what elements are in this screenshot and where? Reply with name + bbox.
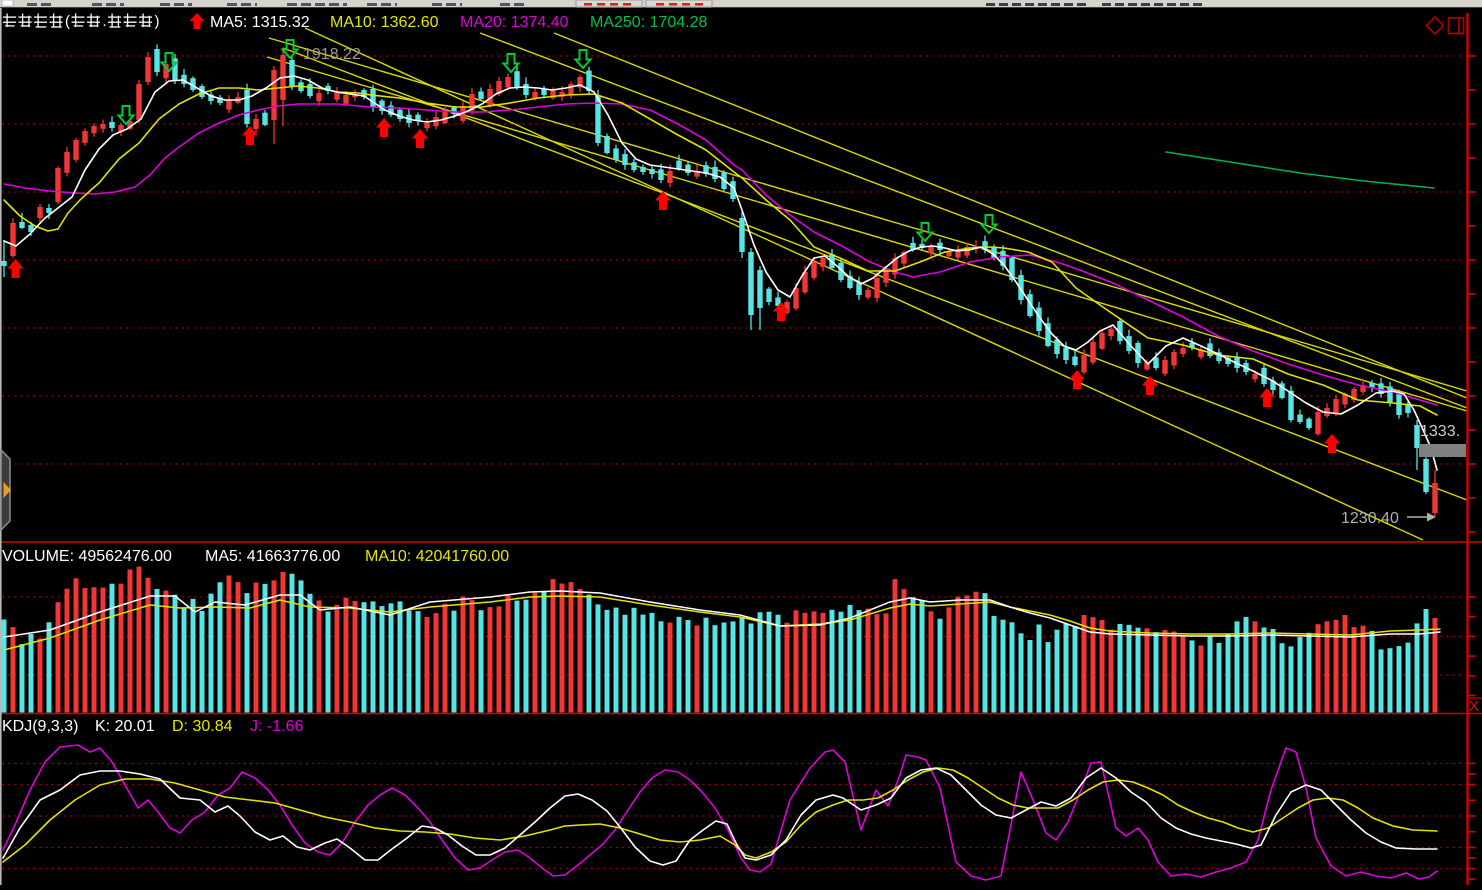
svg-text:MA5: 1315.32: MA5: 1315.32	[210, 14, 310, 31]
svg-text:1918.22: 1918.22	[303, 46, 361, 63]
svg-text:MA5: 41663776.00: MA5: 41663776.00	[205, 548, 340, 565]
svg-text:K: 20.01: K: 20.01	[95, 718, 155, 735]
svg-text:.: .	[103, 13, 107, 30]
svg-text:1333.: 1333.	[1420, 423, 1460, 440]
svg-text:KDJ(9,3,3): KDJ(9,3,3)	[2, 718, 78, 735]
svg-text:): )	[155, 13, 160, 30]
svg-text:D: 30.84: D: 30.84	[172, 718, 233, 735]
svg-text:MA10: 1362.60: MA10: 1362.60	[330, 14, 439, 31]
svg-text:X: X	[1469, 698, 1479, 715]
svg-text:J: -1.66: J: -1.66	[250, 718, 303, 735]
svg-text:1230.40: 1230.40	[1341, 510, 1399, 527]
svg-text:MA10: 42041760.00: MA10: 42041760.00	[365, 548, 509, 565]
svg-text:MA250: 1704.28: MA250: 1704.28	[590, 14, 708, 31]
svg-text:VOLUME: 49562476.00: VOLUME: 49562476.00	[2, 548, 172, 565]
svg-text:MA20: 1374.40: MA20: 1374.40	[460, 14, 569, 31]
svg-text:(: (	[65, 13, 70, 30]
